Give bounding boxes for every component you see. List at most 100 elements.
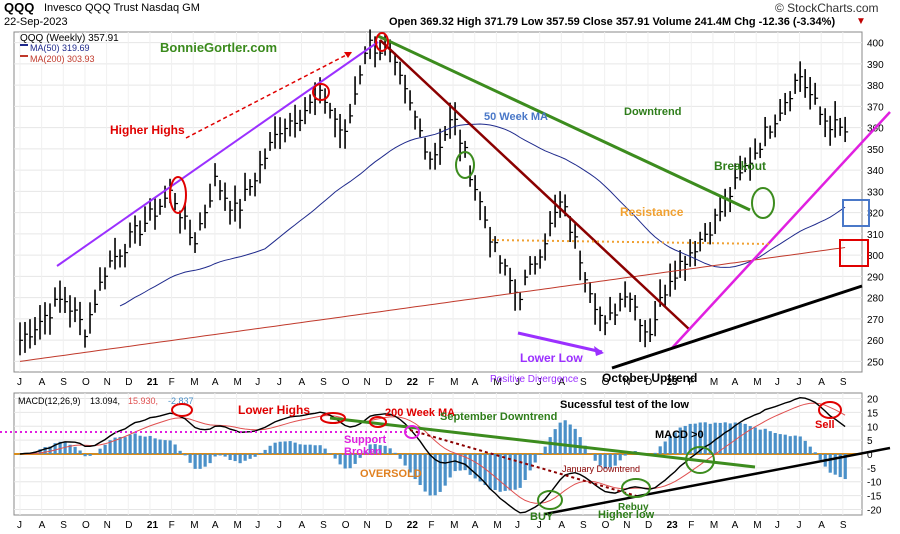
macd-histogram-bar: [713, 422, 717, 454]
resistance-line: [491, 239, 771, 245]
macd-annotation: BUY: [530, 511, 554, 523]
macd-histogram-bar: [508, 454, 512, 491]
macd-histogram-bar: [603, 454, 607, 469]
macd-x-tick: J: [797, 520, 802, 531]
macd-x-tick: M: [710, 520, 718, 531]
stockcharts-watermark: © StockCharts.com: [775, 1, 879, 15]
macd-histogram-bar: [698, 422, 702, 454]
higher-high-circle: [169, 176, 187, 214]
macd-histogram-bar: [68, 444, 72, 454]
macd-signal-line: [19, 402, 846, 504]
price-x-tick: D: [645, 377, 652, 388]
macd-high-circle: [320, 412, 346, 424]
price-y-tick: 330: [867, 187, 884, 198]
macd-histogram-bar: [368, 444, 372, 454]
macd-histogram-bar: [798, 436, 802, 454]
macd-x-tick: M: [190, 520, 198, 531]
macd-histogram-bar: [683, 425, 687, 454]
macd-high-circle: [369, 416, 387, 428]
price-panel-frame: [13, 31, 863, 373]
macd-y-tick: 20: [867, 395, 879, 406]
price-y-tick: 380: [867, 81, 884, 92]
price-x-tick: J: [537, 377, 542, 388]
macd-histogram-bar: [78, 450, 82, 454]
macd-histogram-bar: [483, 454, 487, 486]
macd-y-tick: -5: [867, 464, 876, 475]
macd-x-tick: N: [104, 520, 111, 531]
september-downtrend-line: [329, 416, 756, 469]
price-x-tick: O: [342, 377, 350, 388]
macd-x-tick: M: [450, 520, 458, 531]
macd-histogram-bar: [843, 454, 847, 480]
macd-histogram-bar: [533, 454, 537, 463]
macd-x-tick: 22: [407, 520, 419, 531]
macd-histogram-bar: [538, 454, 542, 455]
lower-low-arrowhead: [594, 346, 604, 356]
macd-annotation: Broken: [344, 446, 382, 458]
macd-histogram-bar: [308, 444, 312, 454]
price-x-tick: 21: [147, 377, 159, 388]
price-x-tick: 22: [407, 377, 419, 388]
macd-x-tick: A: [472, 520, 479, 531]
macd-histogram-bar: [113, 437, 117, 454]
higher-highs-arrow: [185, 51, 353, 139]
macd-histogram-bar: [808, 446, 812, 454]
price-annotation: Breakout: [714, 159, 766, 173]
macd-histogram-bar: [553, 429, 557, 454]
macd-histogram-bar: [88, 454, 92, 456]
price-y-tick: 400: [867, 39, 884, 50]
support-break-circle: [404, 425, 420, 439]
macd-histogram-bar: [278, 441, 282, 454]
macd-x-tick: S: [580, 520, 587, 531]
macd-histogram-bar: [43, 447, 47, 454]
macd-histogram-bar: [203, 454, 207, 467]
legend-ma200-swatch: [20, 55, 28, 57]
macd-histogram-bar: [128, 434, 132, 454]
price-x-tick: J: [277, 377, 282, 388]
macd-histogram-bar: [148, 435, 152, 454]
macd-histogram-bar: [738, 422, 742, 454]
macd-histogram-bar: [543, 446, 547, 454]
macd-histogram-bar: [763, 428, 767, 454]
macd-histogram-bar: [728, 423, 732, 454]
macd-x-tick: J: [775, 520, 780, 531]
macd-histogram-bar: [263, 449, 267, 454]
macd-histogram-bar: [618, 454, 622, 461]
macd-histogram-bar: [228, 454, 232, 460]
macd-histogram-bar: [178, 450, 182, 454]
macd-histogram-bar: [213, 454, 217, 457]
macd-histogram-bar: [583, 445, 587, 454]
legend-main: QQQ (Weekly) 357.91: [20, 33, 119, 44]
macd-histogram-bar: [723, 422, 727, 454]
macd-histogram-bar: [208, 454, 212, 464]
macd-histogram-bar: [758, 429, 762, 454]
price-x-tick: O: [82, 377, 90, 388]
macd-histogram-bar: [478, 454, 482, 482]
price-annotation: October Uptrend: [602, 371, 697, 385]
macd-y-tick: 0: [867, 450, 873, 461]
price-y-tick: 300: [867, 251, 884, 262]
macd-histogram-bar: [663, 441, 667, 454]
macd-histogram-bar: [753, 427, 757, 454]
macd-histogram-bar: [153, 438, 157, 454]
price-x-tick: S: [60, 377, 67, 388]
macd-x-tick: S: [60, 520, 67, 531]
price-x-tick: J: [775, 377, 780, 388]
higher-high-circle: [312, 83, 330, 101]
price-x-tick: M: [710, 377, 718, 388]
macd-x-tick: N: [363, 520, 370, 531]
macd-histogram-bar: [428, 454, 432, 496]
price-y-tick: 250: [867, 357, 884, 368]
macd-histogram-bar: [658, 446, 662, 454]
macd-histogram-bar: [58, 441, 62, 454]
macd-histogram-bar: [288, 441, 292, 454]
macd-histogram-bar: [563, 420, 567, 454]
macd-x-tick: J: [17, 520, 22, 531]
macd-histogram-bar: [678, 427, 682, 454]
macd-histogram-bar: [248, 454, 252, 459]
macd-histogram-bar: [418, 454, 422, 486]
peak-circle: [375, 32, 389, 52]
macd-histogram-bar: [773, 433, 777, 454]
october-uptrend-line: [611, 284, 863, 370]
macd-histogram-bar: [63, 442, 67, 454]
